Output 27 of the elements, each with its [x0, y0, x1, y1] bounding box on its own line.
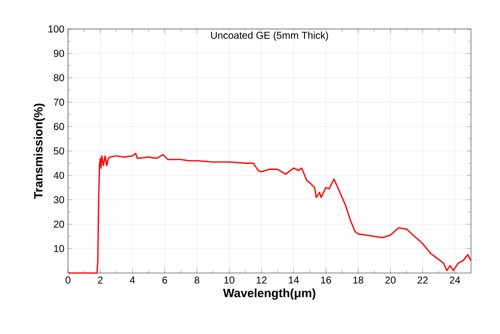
x-tick-label: 20: [385, 276, 396, 284]
x-tick-label: 2: [98, 276, 103, 284]
y-tick-label: 30: [54, 196, 64, 204]
y-tick-label: 50: [54, 147, 64, 155]
x-tick-label: 16: [321, 276, 332, 284]
y-tick-label: 60: [54, 123, 64, 130]
y-tick-label: 40: [54, 172, 64, 179]
y-tick-label: 80: [54, 74, 64, 82]
x-axis-title: Wavelength(μm): [223, 288, 316, 300]
x-tick-label: 8: [194, 276, 200, 284]
x-tick-label: 4: [130, 276, 135, 284]
y-tick-label: 70: [54, 98, 64, 106]
x-tick-label: 0: [66, 276, 70, 284]
chart-title: Uncoated GE (5mm Thick): [211, 32, 328, 41]
x-tick-label: 22: [418, 276, 428, 284]
y-tick-label: 90: [54, 50, 64, 57]
y-tick-label: 100: [48, 25, 64, 33]
y-tick-label: 20: [54, 220, 64, 228]
x-tick-label: 12: [256, 276, 267, 284]
y-axis-title: Transmission(%): [34, 104, 45, 199]
x-tick-label: 10: [224, 276, 234, 284]
x-tick-label: 18: [353, 276, 364, 284]
line-series: [67, 152, 472, 274]
y-tick-label: 10: [54, 245, 64, 252]
x-tick-label: 6: [162, 276, 168, 284]
x-tick-label: 24: [450, 276, 460, 284]
x-tick-label: 14: [288, 276, 299, 284]
